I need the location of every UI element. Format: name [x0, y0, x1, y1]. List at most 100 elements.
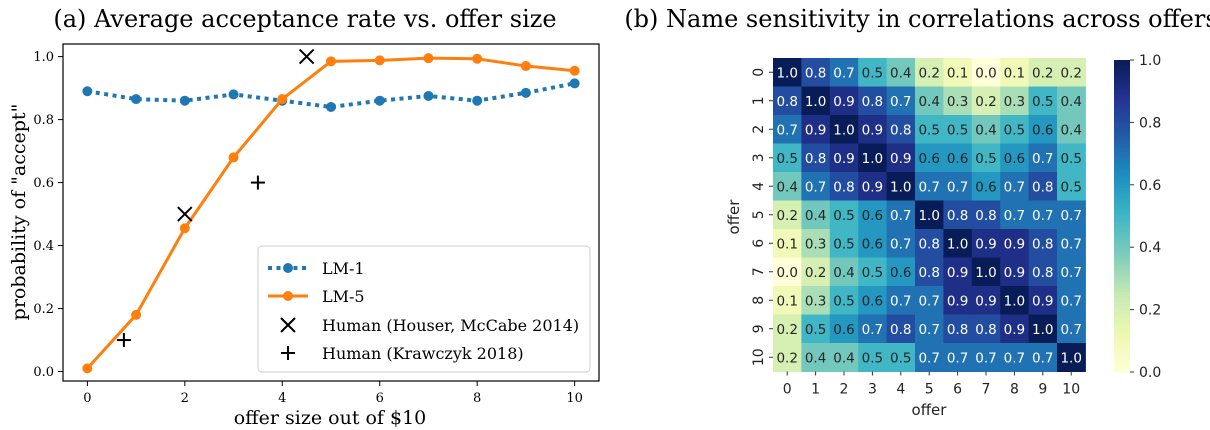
heatmap-cell — [915, 200, 944, 230]
heatmap-cell-label: 0.4 — [918, 94, 939, 110]
data-point — [283, 291, 293, 301]
data-point-plus-marker — [116, 333, 131, 348]
heatmap-cell — [943, 343, 973, 372]
heatmap-cell — [1000, 257, 1030, 287]
heatmap-x-axis-label: offer — [912, 401, 948, 419]
heatmap-cell-label: 0.4 — [805, 208, 826, 224]
heatmap-x-tick-label: 4 — [896, 382, 905, 398]
heatmap-cell-label: 0.1 — [1004, 65, 1025, 81]
x-tick-label: 10 — [566, 391, 583, 406]
data-point-x-marker — [280, 317, 296, 333]
heatmap-cell-label: 0.4 — [1060, 122, 1081, 138]
legend-entry: Human (Houser, McCabe 2014) — [280, 316, 579, 335]
heatmap-cell-label: 0.9 — [1004, 265, 1025, 281]
heatmap-cell-label: 0.6 — [1004, 151, 1025, 167]
data-point — [472, 95, 483, 106]
heatmap-cell — [858, 200, 888, 230]
heatmap-cell-label: 0.5 — [1060, 179, 1081, 195]
heatmap-cell-label: 0.7 — [1032, 350, 1053, 366]
heatmap-x-tick-label: 10 — [1062, 382, 1080, 398]
colorbar-segment — [1114, 239, 1130, 243]
heatmap-cell-label: 0.2 — [1060, 65, 1081, 81]
heatmap-cell — [971, 229, 1001, 258]
heatmap-cell — [1000, 229, 1030, 258]
heatmap-x-tick-label: 0 — [783, 382, 792, 398]
data-point — [326, 56, 336, 67]
heatmap-cell — [801, 200, 831, 230]
heatmap-cell-label: 0.3 — [1004, 94, 1025, 110]
heatmap-cell-label: 1.0 — [947, 236, 968, 252]
colorbar-segment — [1114, 257, 1130, 261]
colorbar-segment — [1114, 247, 1130, 251]
heatmap-cell — [858, 143, 888, 173]
legend-label: LM-1 — [322, 259, 365, 278]
heatmap-cell-label: 0.5 — [805, 322, 826, 338]
heatmap-cell — [971, 115, 1001, 144]
heatmap-cell — [801, 172, 831, 201]
heatmap-cell — [801, 58, 831, 87]
colorbar-segment — [1114, 320, 1130, 324]
colorbar-segment — [1114, 135, 1130, 139]
colorbar-segment — [1114, 190, 1130, 194]
heatmap-cell — [829, 86, 859, 116]
heatmap-cell-label: 0.8 — [1032, 265, 1053, 281]
heatmap-cell — [886, 257, 916, 287]
heatmap-y-tick-label: 5 — [751, 210, 767, 219]
colorbar-segment — [1114, 177, 1130, 181]
colorbar-segment — [1114, 338, 1130, 342]
colorbar-tick-label: 0.2 — [1139, 303, 1161, 319]
colorbar-segment — [1114, 93, 1130, 97]
heatmap-y-tick-label: 8 — [751, 296, 767, 305]
heatmap-cell-label: 0.6 — [862, 236, 883, 252]
colorbar-segment — [1114, 171, 1130, 175]
heatmap-cell — [773, 257, 802, 287]
colorbar-segment — [1114, 260, 1130, 264]
heatmap-cell-label: 0.4 — [805, 350, 826, 366]
heatmap-cell — [801, 286, 831, 315]
colorbar-segment — [1114, 317, 1130, 321]
heatmap-cell — [943, 143, 973, 173]
colorbar-segment — [1114, 73, 1130, 77]
data-point — [423, 53, 434, 64]
heatmap-cell — [829, 229, 859, 258]
y-tick-label: 0.6 — [33, 176, 54, 191]
heatmap-cell — [1057, 200, 1086, 230]
colorbar-segment — [1114, 356, 1130, 360]
colorbar-segment — [1114, 340, 1130, 344]
heatmap-cell — [1000, 314, 1030, 344]
data-point — [277, 94, 288, 105]
heatmap-cell-label: 0.7 — [947, 179, 968, 195]
heatmap-cell — [1028, 286, 1058, 315]
heatmap-cell — [886, 229, 916, 258]
heatmap-cell — [801, 143, 831, 173]
series-line — [87, 81, 576, 109]
colorbar-segment — [1114, 286, 1130, 290]
colorbar-segment — [1114, 62, 1130, 66]
heatmap-cell — [971, 200, 1001, 230]
heatmap-cell-label: 0.7 — [918, 350, 939, 366]
data-point — [326, 101, 336, 112]
heatmap-cell-label: 0.0 — [975, 65, 996, 81]
heatmap-cell-label: 0.7 — [833, 65, 854, 81]
heatmap-cell — [829, 200, 859, 230]
colorbar-segment — [1114, 294, 1130, 298]
colorbar-segment — [1114, 353, 1130, 357]
colorbar-segment — [1114, 231, 1130, 235]
colorbar-segment — [1114, 283, 1130, 287]
heatmap-cell-label: 0.2 — [776, 322, 797, 338]
data-point — [569, 65, 580, 76]
heatmap-cell — [943, 229, 973, 258]
heatmap-cell-label: 0.4 — [833, 350, 854, 366]
heatmap-x-tick-label: 3 — [868, 382, 877, 398]
data-point — [374, 55, 385, 66]
heatmap-cell-label: 0.8 — [947, 322, 968, 338]
data-point-plus-marker — [250, 175, 265, 190]
colorbar-segment — [1114, 60, 1130, 64]
colorbar-segment — [1114, 265, 1130, 269]
heatmap-y-tick-label: 2 — [751, 125, 767, 134]
data-point — [283, 263, 293, 273]
colorbar-segment — [1114, 278, 1130, 282]
heatmap-cell — [915, 257, 944, 287]
heatmap-cell-label: 1.0 — [1060, 350, 1081, 366]
